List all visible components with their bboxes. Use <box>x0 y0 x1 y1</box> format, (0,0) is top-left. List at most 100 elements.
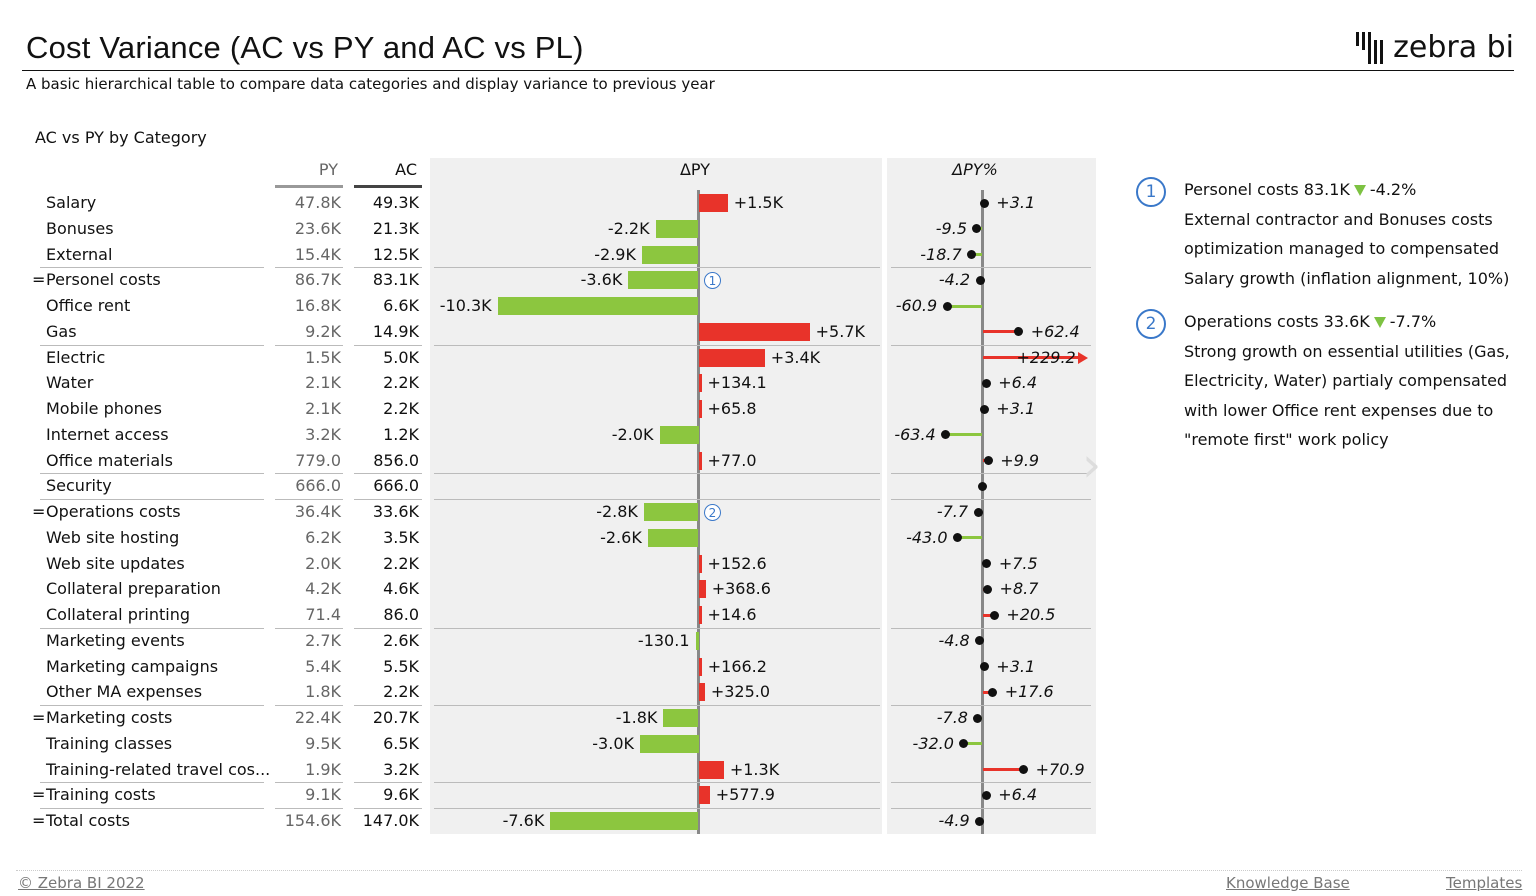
row-separator <box>434 473 880 475</box>
annotation-marker-1: 1 <box>704 272 721 290</box>
delta-py-bar <box>640 734 699 753</box>
delta-py-pct-label: +229.2 <box>1016 347 1076 367</box>
py-value: 1.9K <box>305 759 341 779</box>
row-label: Web site hosting <box>46 527 180 547</box>
total-prefix: = <box>32 708 46 727</box>
py-value: 86.7K <box>294 270 341 290</box>
delta-py-bar <box>698 451 702 470</box>
row-label: Office rent <box>46 296 131 315</box>
row-label: Collateral preparation <box>46 579 221 599</box>
delta-py-bar <box>698 657 702 676</box>
py-value: 154.6K <box>284 811 341 830</box>
delta-py-pct-label: -60.9 <box>895 296 938 315</box>
delta-py-pct-dot <box>975 636 985 646</box>
row-separator <box>40 808 264 810</box>
row-label: Training classes <box>46 733 173 753</box>
delta-py-pct-dot <box>973 507 983 517</box>
ac-value: 6.5K <box>383 733 419 753</box>
row-separator <box>354 473 422 475</box>
delta-py-label: +166.2 <box>707 656 767 676</box>
row-label: Water <box>46 373 94 393</box>
delta-py-pct-label: -18.7 <box>920 244 962 264</box>
row-separator <box>354 627 422 629</box>
ac-value: 5.0K <box>383 347 419 367</box>
ac-value: 6.6K <box>383 296 419 315</box>
delta-py-bar <box>698 322 810 341</box>
py-value: 23.6K <box>294 218 341 238</box>
column-header-delta-py-pct: ΔPY% <box>952 160 998 179</box>
row-separator <box>354 344 422 346</box>
note-marker-1: 1 <box>1136 177 1166 207</box>
ac-value: 3.5K <box>383 527 419 547</box>
row-label: Web site updates <box>46 553 185 573</box>
py-value: 2.0K <box>305 553 341 573</box>
row-separator <box>275 808 343 810</box>
delta-py-pct-dot <box>981 378 991 388</box>
delta-py-label: +14.6 <box>707 605 757 624</box>
row-label: Operations costs <box>46 502 181 521</box>
ac-value: 49.3K <box>372 193 419 212</box>
chevron-right-icon[interactable]: › <box>1082 437 1102 493</box>
delta-py-pct-label: -4.9 <box>938 811 970 830</box>
row-separator <box>891 473 1091 475</box>
row-label: Total costs <box>46 811 130 830</box>
delta-py-pct-label: +3.1 <box>996 399 1036 418</box>
row-separator <box>354 808 422 810</box>
row-separator <box>40 782 264 784</box>
row-separator <box>434 344 880 346</box>
py-value: 1.8K <box>305 682 341 702</box>
row-label: External <box>46 244 113 264</box>
row-label: Personel costs <box>46 270 161 290</box>
logo-text: zebra bi <box>1393 30 1514 65</box>
row-separator <box>891 499 1091 501</box>
py-value: 9.2K <box>305 321 341 341</box>
row-label: Security <box>46 476 112 496</box>
delta-py-label: -2.0K <box>611 424 654 444</box>
py-value: 36.4K <box>294 502 341 521</box>
delta-py-panel <box>430 158 882 834</box>
ac-value: 856.0 <box>373 450 419 470</box>
row-separator <box>434 499 880 501</box>
delta-py-bar <box>698 348 765 367</box>
delta-py-bar <box>698 194 728 212</box>
note-2-headline: Operations costs 33.6K <box>1184 312 1370 331</box>
delta-py-label: +1.5K <box>733 193 784 212</box>
py-value: 2.1K <box>305 399 341 418</box>
py-value: 22.4K <box>294 708 341 727</box>
delta-py-label: -2.2K <box>607 218 650 238</box>
ac-value: 5.5K <box>383 656 419 676</box>
delta-py-pct-stem <box>971 253 983 256</box>
row-separator <box>891 267 1091 269</box>
delta-py-pct-label: -4.8 <box>938 630 970 650</box>
knowledge-base-link[interactable]: Knowledge Base <box>1226 874 1350 892</box>
delta-py-label: +134.1 <box>707 373 767 393</box>
delta-py-pct-label: +70.9 <box>1035 759 1085 779</box>
delta-py-pct-stem <box>982 356 1078 359</box>
delta-py-label: +3.4K <box>770 347 821 367</box>
delta-py-pct-dot <box>972 224 982 234</box>
delta-py-label: +152.6 <box>707 553 767 573</box>
py-value: 9.5K <box>305 733 341 753</box>
row-separator <box>275 782 343 784</box>
row-separator <box>434 808 880 810</box>
delta-py-pct-stem <box>957 536 983 540</box>
delta-py-pct-label: +3.1 <box>996 193 1036 212</box>
note-1-headline: Personel costs 83.1K <box>1184 180 1350 199</box>
delta-py-bar <box>698 683 705 702</box>
delta-py-label: -2.9K <box>594 244 636 264</box>
delta-py-pct-label: -43.0 <box>906 527 948 547</box>
delta-py-pct-stem <box>982 768 1024 771</box>
delta-py-pct-label: +7.5 <box>998 553 1038 573</box>
total-prefix: = <box>32 270 46 290</box>
delta-py-pct-dot <box>959 739 969 749</box>
delta-py-pct-stem <box>945 433 983 437</box>
delta-py-label: -1.8K <box>615 708 658 727</box>
copyright-link[interactable]: © Zebra BI 2022 <box>18 874 145 892</box>
delta-py-pct-dot <box>979 662 989 671</box>
delta-py-bar <box>643 503 699 521</box>
delta-py-bar <box>655 219 699 238</box>
templates-link[interactable]: Templates <box>1446 874 1523 892</box>
py-value: 3.2K <box>305 424 341 444</box>
delta-py-pct-stem <box>982 330 1019 334</box>
column-header-ac: AC <box>395 160 417 179</box>
